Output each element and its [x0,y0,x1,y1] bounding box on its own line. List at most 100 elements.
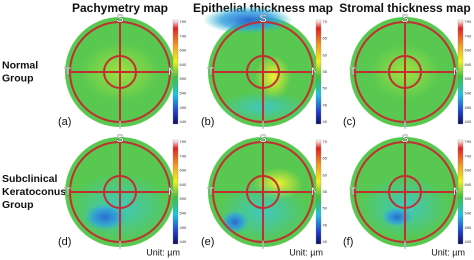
colorbar-label: 50 [323,206,328,211]
colorbar-label: 690 [465,168,472,173]
sector-label: T [350,186,357,198]
colorbar-label: 70 [323,19,328,24]
colorbar-label: 440 [465,119,472,124]
unit-label: Unit: µm [431,247,465,257]
sector-label: T [208,66,215,78]
colorbar-label: 740 [465,153,472,158]
map-region [221,210,249,234]
colorbar-label: 540 [465,210,472,215]
sector-label: T [208,186,215,198]
map-panel: S I T N [349,133,461,252]
colorbar-label: 440 [180,239,187,244]
panel-letter: (a) [58,116,71,128]
colorbar-label: 590 [465,76,472,81]
sector-label: S [259,13,266,25]
colorbar-label: 45 [323,102,328,107]
colorbar [172,19,179,125]
sector-label: I [261,119,264,131]
colorbar-label: 540 [180,210,187,215]
row-label: Subclinical [2,173,58,185]
colorbar [457,139,464,245]
colorbar [172,139,179,245]
column-title: Pachymetry map [72,1,168,15]
map-panel: S I T N [349,13,461,132]
map-panel: S I T N [64,133,176,252]
sector-label: N [453,66,461,78]
sector-label: S [116,13,123,25]
panel-letter: (b) [201,116,214,128]
colorbar-label: 790 [465,139,472,144]
unit-label: Unit: µm [146,247,180,257]
colorbar-label: 790 [180,139,187,144]
sector-label: T [65,66,72,78]
colorbar-label: 45 [323,222,328,227]
panel-letter: (e) [201,236,214,248]
sector-label: I [403,119,406,131]
sector-label: S [401,13,408,25]
colorbar-label: 790 [465,19,472,24]
colorbar-label: 40 [323,239,328,244]
colorbar-label: 60 [323,52,328,57]
colorbar-label: 440 [180,119,187,124]
colorbar-label: 640 [465,62,472,67]
map-region [381,207,413,227]
map-region [203,6,293,34]
map-region [255,55,291,99]
colorbar-label: 590 [180,76,187,81]
sector-label: N [311,66,319,78]
sector-label: I [403,239,406,251]
colorbar-label: 690 [180,168,187,173]
unit-label: Unit: µm [289,247,323,257]
sector-label: T [65,186,72,198]
sector-label: S [259,133,266,145]
row-label: Normal [2,59,38,71]
map-panel: S I T N [64,13,176,132]
row-label: Group [2,199,34,211]
sector-label: I [261,239,264,251]
colorbar-label: 40 [323,119,328,124]
colorbar-label: 70 [323,139,328,144]
colorbar-label: 540 [180,90,187,95]
colorbar-label: 690 [180,48,187,53]
colorbar-label: 490 [180,225,187,230]
sector-label: I [118,119,121,131]
colorbar-label: 590 [180,196,187,201]
colorbar-label: 740 [180,33,187,38]
colorbar-label: 640 [465,182,472,187]
map-panel: S I T N [203,6,319,131]
sector-label: I [118,239,121,251]
colorbar-label: 690 [465,48,472,53]
sector-label: S [401,133,408,145]
colorbar-label: 60 [323,172,328,177]
colorbar-label: 65 [323,156,328,161]
colorbar-label: 440 [465,239,472,244]
panel-letter: (f) [343,236,353,248]
colorbar-label: 65 [323,36,328,41]
colorbar-label: 540 [465,90,472,95]
colorbar-label: 790 [180,19,187,24]
colorbar-label: 490 [180,105,187,110]
colorbar-label: 490 [465,225,472,230]
sector-label: S [116,133,123,145]
colorbar-label: 55 [323,189,328,194]
sector-label: N [168,66,176,78]
colorbar-label: 590 [465,196,472,201]
map-region [83,203,127,231]
colorbar [315,19,322,125]
colorbar [457,19,464,125]
colorbar-label: 740 [180,153,187,158]
sector-label: N [168,186,176,198]
colorbar-label: 640 [180,62,187,67]
colorbar-label: 740 [465,33,472,38]
row-label: Keratoconus [2,186,66,198]
colorbar-label: 490 [465,105,472,110]
panel-letter: (d) [58,236,71,248]
sector-label: N [453,186,461,198]
map-panel: S I T N [207,133,319,252]
colorbar-label: 50 [323,86,328,91]
colorbar-label: 55 [323,69,328,74]
panel-letter: (c) [343,116,356,128]
row-label: Group [2,72,34,84]
sector-label: N [311,186,319,198]
